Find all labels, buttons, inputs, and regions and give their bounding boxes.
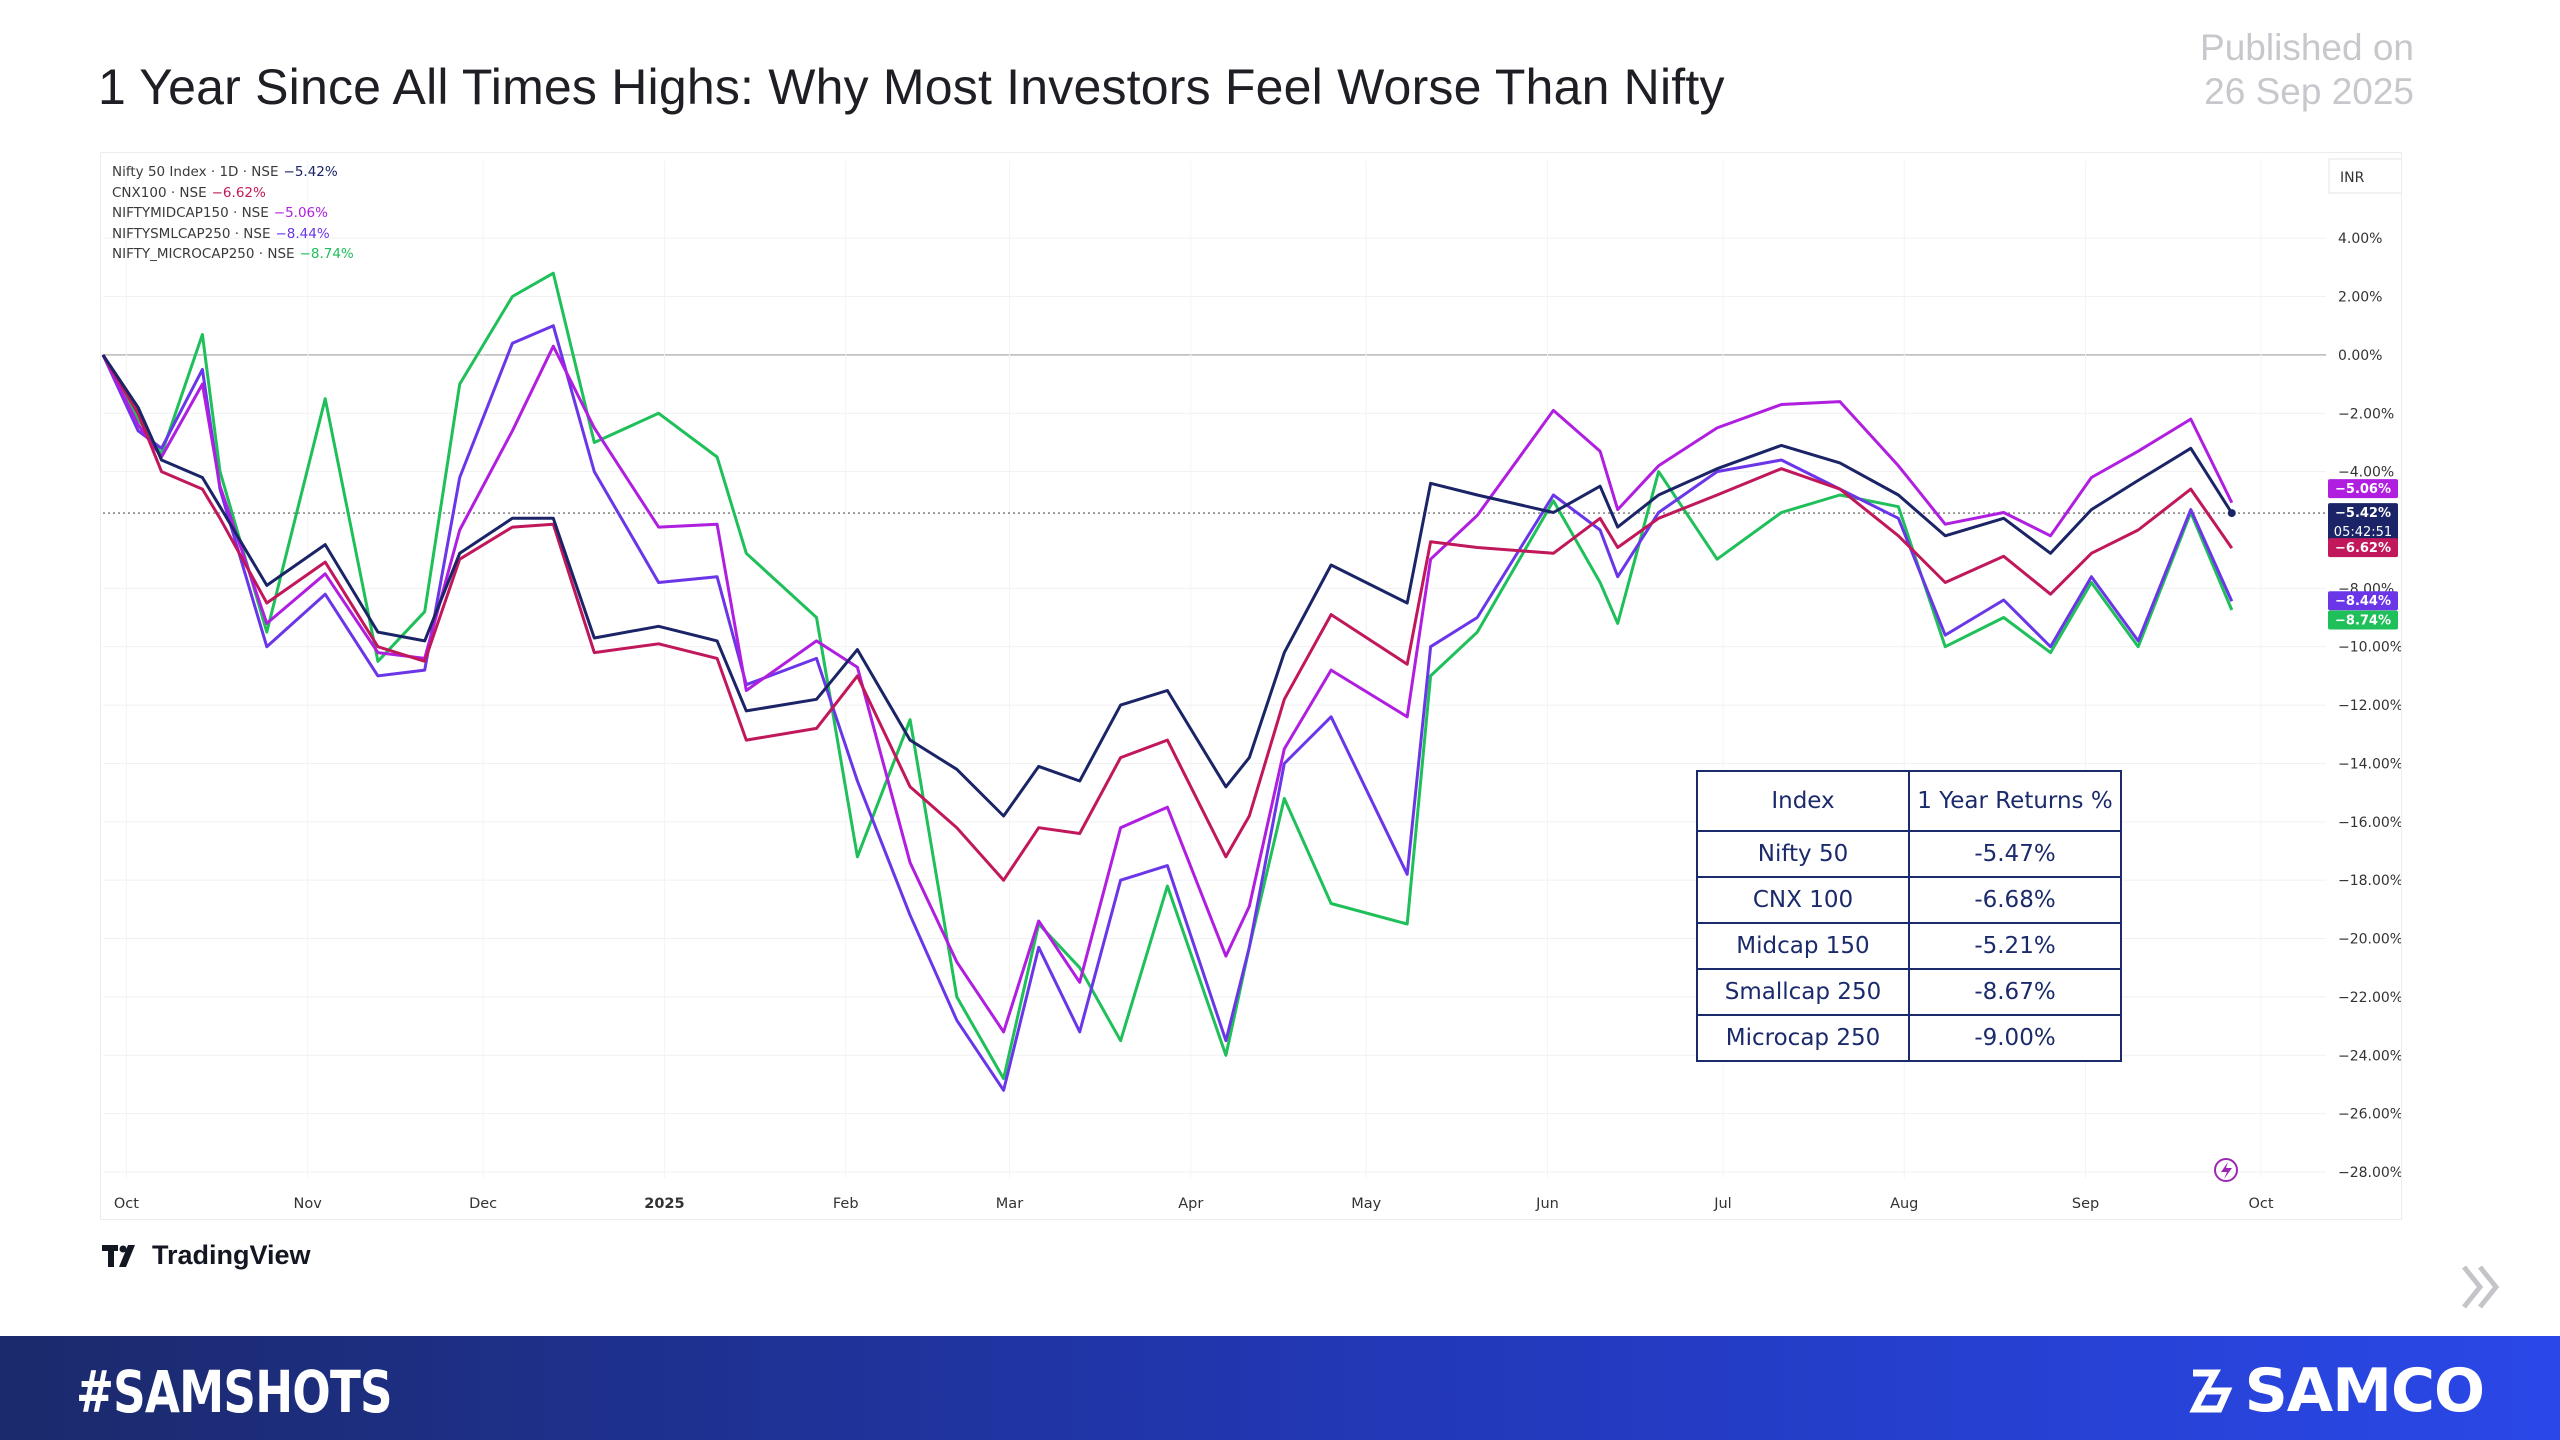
last-point-marker bbox=[2227, 509, 2236, 518]
x-tick-label: Dec bbox=[469, 1196, 497, 1212]
legend-value: −8.44% bbox=[275, 225, 330, 242]
price-tag bbox=[2328, 503, 2398, 542]
y-tick-label: −4.00% bbox=[2338, 465, 2394, 481]
price-tag-label: −8.74% bbox=[2335, 613, 2391, 628]
legend-value: −8.74% bbox=[299, 246, 354, 262]
chart-frame: 4.00% 2.00% 0.00% −2.00% −4.00% −8.00% −10.00%… bbox=[100, 152, 2402, 1220]
x-tick-label: Mar bbox=[996, 1196, 1023, 1212]
index-cell: Midcap 150 bbox=[1696, 922, 1910, 970]
x-tick-label: Jul bbox=[1713, 1196, 1732, 1212]
x-tick-label: May bbox=[1351, 1196, 1381, 1212]
index-cell: Nifty 50 bbox=[1696, 830, 1910, 878]
time-label: 05:42:51 bbox=[2334, 525, 2392, 540]
series-line bbox=[101, 354, 2234, 818]
y-tick-label: 2.00% bbox=[2338, 290, 2382, 306]
x-tick-label: Apr bbox=[1178, 1196, 1203, 1212]
y-tick-label: −2.00% bbox=[2338, 406, 2394, 422]
series-line bbox=[101, 354, 2234, 882]
table-header-row: Index 1 Year Returns % bbox=[1696, 770, 2122, 832]
published-info: Published on 26 Sep 2025 bbox=[2200, 26, 2414, 114]
legend-label: NIFTYMIDCAP150 · NSE bbox=[112, 205, 269, 221]
samco-logo: SAMCO bbox=[2185, 1356, 2485, 1426]
legend-label: CNX100 · NSE bbox=[112, 184, 207, 201]
legend-label: NIFTYSMLCAP250 · NSE bbox=[112, 225, 271, 242]
price-tag bbox=[2328, 538, 2398, 558]
x-tick-label: Oct bbox=[114, 1196, 139, 1212]
y-tick-label: −16.00% bbox=[2338, 815, 2401, 831]
legend-item: Nifty 50 Index · 1D · NSE −5.42% bbox=[112, 162, 354, 183]
index-cell: CNX 100 bbox=[1696, 876, 1910, 924]
tradingview-icon bbox=[102, 1244, 135, 1267]
chart-legend: Nifty 50 Index · 1D · NSE −5.42% CNX100 ·… bbox=[112, 162, 354, 265]
footer-banner: #SAMSHOTS SAMCO bbox=[0, 1336, 2560, 1440]
legend-value: −6.62% bbox=[211, 184, 266, 201]
y-tick-label: −12.00% bbox=[2338, 698, 2401, 714]
y-tick-label: −18.00% bbox=[2338, 873, 2401, 889]
legend-value: −5.42% bbox=[283, 164, 338, 180]
y-tick-label: −20.00% bbox=[2338, 932, 2401, 948]
header-returns: 1 Year Returns % bbox=[1908, 770, 2122, 832]
legend-item: NIFTY_MICROCAP250 · NSE −8.74% bbox=[112, 244, 354, 265]
index-cell: Microcap 250 bbox=[1696, 1014, 1910, 1062]
y-tick-label: −28.00% bbox=[2338, 1165, 2401, 1181]
table-row: Smallcap 250 -8.67% bbox=[1696, 968, 2122, 1016]
x-tick-label: Feb bbox=[833, 1196, 859, 1212]
bolt-icon bbox=[2214, 1158, 2238, 1182]
x-tick-label: Nov bbox=[294, 1196, 323, 1212]
footer-hashtag: #SAMSHOTS bbox=[76, 1358, 393, 1426]
legend-value: −5.06% bbox=[273, 205, 328, 221]
return-cell: -9.00% bbox=[1908, 1014, 2122, 1062]
index-cell: Smallcap 250 bbox=[1696, 968, 1910, 1016]
legend-label: NIFTY_MICROCAP250 · NSE bbox=[112, 246, 295, 262]
return-cell: -5.21% bbox=[1908, 922, 2122, 970]
legend-item: CNX100 · NSE −6.62% bbox=[112, 183, 354, 204]
next-chevron-icon[interactable] bbox=[2458, 1262, 2504, 1312]
price-tag-label: −5.06% bbox=[2335, 482, 2391, 497]
samco-wordmark: SAMCO bbox=[2244, 1356, 2485, 1426]
legend-item: NIFTYMIDCAP150 · NSE −5.06% bbox=[112, 203, 354, 224]
bolt-icon-glyph bbox=[2221, 1162, 2232, 1179]
price-tag bbox=[2328, 610, 2398, 630]
currency-label: INR bbox=[2340, 170, 2365, 186]
legend-item: NIFTYSMLCAP250 · NSE −8.44% bbox=[112, 224, 354, 245]
published-date: 26 Sep 2025 bbox=[2204, 71, 2414, 112]
x-tick-label: Jun bbox=[1535, 1196, 1559, 1212]
price-tag-label: −5.42% bbox=[2335, 506, 2391, 521]
y-tick-label: 0.00% bbox=[2338, 348, 2382, 364]
series-line bbox=[101, 324, 2234, 1092]
x-tick-label: 2025 bbox=[644, 1196, 684, 1212]
tradingview-label: TradingView bbox=[152, 1240, 311, 1270]
y-tick-label: −22.00% bbox=[2338, 990, 2401, 1006]
y-tick-label: −14.00% bbox=[2338, 756, 2401, 772]
y-tick-label: 4.00% bbox=[2338, 231, 2382, 247]
y-tick-label: −26.00% bbox=[2338, 1107, 2401, 1123]
price-tag bbox=[2328, 591, 2398, 611]
table-row: Microcap 250 -9.00% bbox=[1696, 1014, 2122, 1062]
return-cell: -8.67% bbox=[1908, 968, 2122, 1016]
x-tick-label: Aug bbox=[1890, 1196, 1918, 1212]
currency-box bbox=[2328, 158, 2401, 194]
returns-table: Index 1 Year Returns % Nifty 50 -5.47% CN… bbox=[1696, 770, 2122, 1062]
table-row: Nifty 50 -5.47% bbox=[1696, 830, 2122, 878]
return-cell: -5.47% bbox=[1908, 830, 2122, 878]
tradingview-logo: TradingView bbox=[102, 1240, 311, 1271]
legend-label: Nifty 50 Index · 1D · NSE bbox=[112, 164, 279, 180]
price-tag-label: −6.62% bbox=[2335, 541, 2391, 556]
page-title: 1 Year Since All Times Highs: Why Most I… bbox=[98, 59, 1725, 115]
y-tick-label: −10.00% bbox=[2338, 640, 2401, 656]
x-tick-label: Oct bbox=[2248, 1196, 2273, 1212]
header-index: Index bbox=[1696, 770, 1910, 832]
return-cell: -6.68% bbox=[1908, 876, 2122, 924]
samco-mark-icon bbox=[2188, 1369, 2232, 1413]
x-tick-label: Sep bbox=[2072, 1196, 2099, 1212]
published-label: Published on bbox=[2200, 27, 2414, 68]
price-tag bbox=[2328, 479, 2398, 499]
table-row: CNX 100 -6.68% bbox=[1696, 876, 2122, 924]
table-row: Midcap 150 -5.21% bbox=[1696, 922, 2122, 970]
y-tick-label: −24.00% bbox=[2338, 1048, 2401, 1064]
price-tag-label: −8.44% bbox=[2335, 594, 2391, 609]
